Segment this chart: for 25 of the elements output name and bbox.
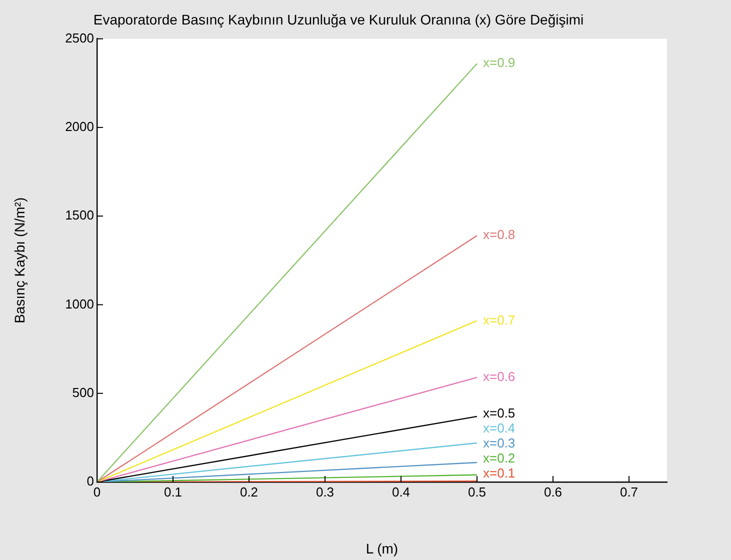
series-label: x=0.1	[483, 466, 516, 481]
x-tick-label: 0.3	[316, 484, 334, 500]
y-tick-label: 2500	[65, 30, 94, 46]
series-label: x=0.7	[483, 312, 516, 328]
series-label: x=0.3	[483, 436, 516, 451]
x-tick-label: 0.7	[620, 484, 638, 500]
series-label: x=0.5	[483, 406, 516, 421]
series-label: x=0.6	[483, 368, 516, 384]
chart-title: Evaporatorde Basınç Kaybının Uzunluğa ve Kuruluk Oranına (x) Göre Değişimi	[93, 11, 584, 28]
series-label: x=0.2	[483, 450, 516, 466]
x-tick-label: 0.1	[164, 484, 182, 500]
x-tick-label: 0.4	[392, 484, 410, 500]
y-tick-label: 0	[86, 474, 94, 489]
series-label: x=0.4	[483, 420, 516, 436]
y-tick-label: 1000	[65, 296, 94, 312]
y-tick-label: 2000	[65, 119, 94, 134]
y-tick-label: 1500	[65, 208, 94, 223]
x-tick-label: 0.6	[544, 484, 562, 500]
series-label: x=0.8	[483, 227, 516, 242]
x-tick-label: 0.2	[240, 484, 258, 500]
series-label: x=0.9	[483, 55, 516, 70]
x-axis-title: L (m)	[366, 540, 398, 556]
x-tick-label: 0.5	[468, 484, 486, 500]
y-axis-title: Basınç Kaybı (N/m²)	[11, 197, 28, 324]
y-tick-label: 500	[72, 384, 94, 400]
